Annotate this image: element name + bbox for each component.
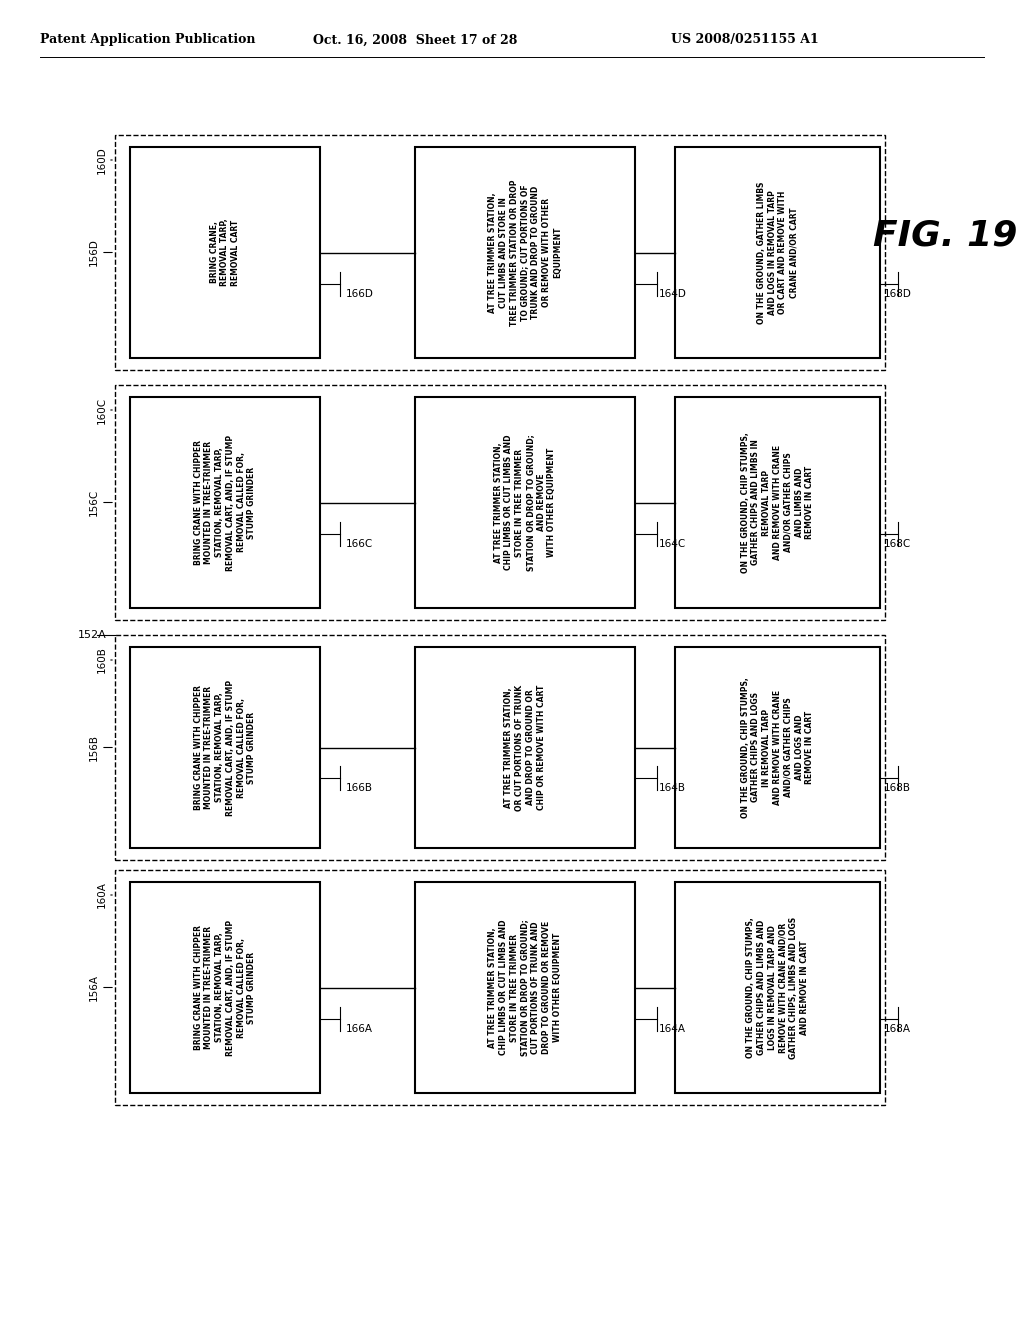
Text: BRING CRANE WITH CHIPPER
MOUNTED IN TREE-TRIMMER
STATION, REMOVAL TARP,
REMOVAL : BRING CRANE WITH CHIPPER MOUNTED IN TREE… xyxy=(194,920,256,1056)
Text: ON THE GROUND, CHIP STUMPS,
GATHER CHIPS AND LOGS
IN REMOVAL TARP
AND REMOVE WIT: ON THE GROUND, CHIP STUMPS, GATHER CHIPS… xyxy=(740,677,814,818)
FancyBboxPatch shape xyxy=(675,647,880,847)
Text: 164B: 164B xyxy=(659,783,686,792)
Text: 166B: 166B xyxy=(346,783,373,792)
Text: 156D: 156D xyxy=(89,239,99,267)
Text: ON THE GROUND, CHIP STUMPS,
GATHER CHIPS AND LIMBS IN
REMOVAL TARP
AND REMOVE WI: ON THE GROUND, CHIP STUMPS, GATHER CHIPS… xyxy=(740,432,814,573)
Text: 160B: 160B xyxy=(97,647,106,673)
FancyBboxPatch shape xyxy=(415,147,635,358)
Text: BRING CRANE WITH CHIPPER
MOUNTED IN TREE-TRIMMER
STATION, REMOVAL TARP,
REMOVAL : BRING CRANE WITH CHIPPER MOUNTED IN TREE… xyxy=(194,434,256,570)
Text: 156B: 156B xyxy=(89,734,99,762)
Text: 164A: 164A xyxy=(659,1024,686,1034)
Text: BRING CRANE WITH CHIPPER
MOUNTED IN TREE-TRIMMER
STATION, REMOVAL TARP,
REMOVAL : BRING CRANE WITH CHIPPER MOUNTED IN TREE… xyxy=(194,680,256,816)
Text: 166D: 166D xyxy=(346,289,374,300)
Text: AT TREE TRIMMER STATION,
CHIP LIMBS OR CUT LIMBS AND
STORE IN TREE TRIMMER
STATI: AT TREE TRIMMER STATION, CHIP LIMBS OR C… xyxy=(494,434,556,570)
Text: 164C: 164C xyxy=(659,539,686,549)
FancyBboxPatch shape xyxy=(415,647,635,847)
Text: Oct. 16, 2008  Sheet 17 of 28: Oct. 16, 2008 Sheet 17 of 28 xyxy=(312,33,517,46)
Text: BRING CRANE,
REMOVAL TARP,
REMOVAL CART: BRING CRANE, REMOVAL TARP, REMOVAL CART xyxy=(210,219,241,286)
Text: 160C: 160C xyxy=(97,396,106,424)
Text: FIG. 19: FIG. 19 xyxy=(872,218,1017,252)
FancyBboxPatch shape xyxy=(675,147,880,358)
Text: 156C: 156C xyxy=(89,488,99,516)
FancyBboxPatch shape xyxy=(130,147,319,358)
Text: 156A: 156A xyxy=(89,974,99,1001)
Text: Patent Application Publication: Patent Application Publication xyxy=(40,33,256,46)
Text: 168D: 168D xyxy=(884,289,912,300)
Text: 166A: 166A xyxy=(346,1024,373,1034)
Text: 164D: 164D xyxy=(659,289,687,300)
Text: 166C: 166C xyxy=(346,539,374,549)
Text: 152A: 152A xyxy=(78,630,106,640)
Text: AT TREE TRIMMER STATION,
CHIP LIMBS OR CUT LIMBS AND
STORE IN TREE TRIMMER
STATI: AT TREE TRIMMER STATION, CHIP LIMBS OR C… xyxy=(488,919,562,1056)
FancyBboxPatch shape xyxy=(415,397,635,609)
FancyBboxPatch shape xyxy=(675,397,880,609)
FancyBboxPatch shape xyxy=(130,882,319,1093)
Text: 168A: 168A xyxy=(884,1024,911,1034)
Text: 160A: 160A xyxy=(97,882,106,908)
Text: 160D: 160D xyxy=(97,147,106,174)
Text: US 2008/0251155 A1: US 2008/0251155 A1 xyxy=(671,33,819,46)
Text: AT TREE TRIMMER STATION,
CUT LIMBS AND STORE IN
TREE TRIMMER STATION OR DROP
TO : AT TREE TRIMMER STATION, CUT LIMBS AND S… xyxy=(488,180,562,326)
FancyBboxPatch shape xyxy=(130,397,319,609)
Text: ON THE GROUND, CHIP STUMPS,
GATHER CHIPS AND LIMBS AND
LOGS IN REMOVAL TARP AND
: ON THE GROUND, CHIP STUMPS, GATHER CHIPS… xyxy=(746,916,809,1059)
Text: AT TREE TRIMMER STATION,
OR CUT PORTIONS OF TRUNK
AND DROP TO GROUND OR
CHIP OR : AT TREE TRIMMER STATION, OR CUT PORTIONS… xyxy=(505,685,546,810)
Text: 168B: 168B xyxy=(884,783,911,792)
FancyBboxPatch shape xyxy=(675,882,880,1093)
Text: ON THE GROUND, GATHER LIMBS
AND LOGS IN REMOVAL TARP
OR CART AND REMOVE WITH
CRA: ON THE GROUND, GATHER LIMBS AND LOGS IN … xyxy=(757,181,798,323)
FancyBboxPatch shape xyxy=(415,882,635,1093)
FancyBboxPatch shape xyxy=(130,647,319,847)
Text: 168C: 168C xyxy=(884,539,911,549)
